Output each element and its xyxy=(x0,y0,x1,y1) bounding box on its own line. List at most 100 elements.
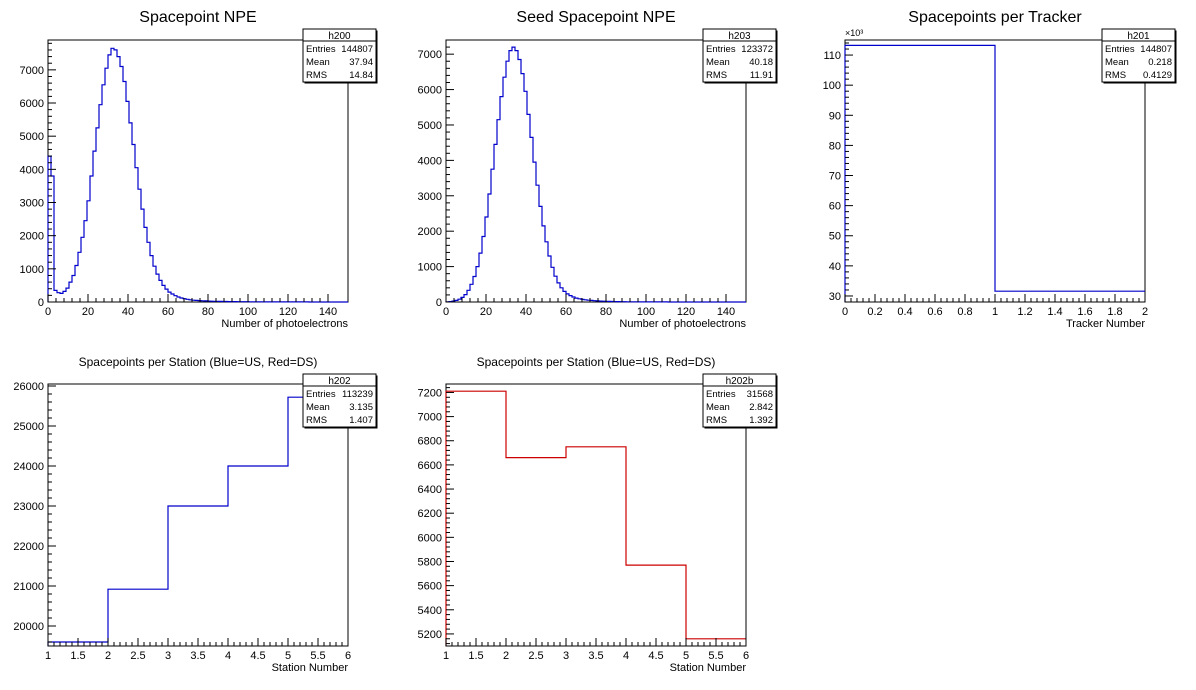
x-tick-label: 1 xyxy=(443,650,449,662)
y-tick-label: 60 xyxy=(829,201,841,213)
stats-row-value: 31568 xyxy=(747,389,773,400)
stats-row-value: 1.392 xyxy=(749,415,773,426)
stats-row-value: 14.84 xyxy=(349,70,373,81)
x-tick-label: 100 xyxy=(239,306,257,318)
x-tick-label: 40 xyxy=(520,306,532,318)
x-tick-label: 60 xyxy=(162,306,174,318)
y-tick-label: 2000 xyxy=(418,226,442,238)
stats-row-value: 144807 xyxy=(1140,44,1172,55)
y-tick-label: 1000 xyxy=(418,262,442,274)
y-tick-label: 40 xyxy=(829,261,841,273)
stats-row-label: Entries xyxy=(306,389,336,400)
x-axis-label: Number of photoelectrons xyxy=(619,318,746,330)
y-tick-label: 30 xyxy=(829,291,841,303)
y-exponent-label: ×10³ xyxy=(845,28,863,38)
y-tick-label: 7000 xyxy=(418,412,442,424)
chart-title: Spacepoints per Station (Blue=US, Red=DS… xyxy=(477,355,716,369)
stats-row-label: Entries xyxy=(706,389,736,400)
x-axis-label: Station Number xyxy=(272,662,349,674)
stats-box-frame xyxy=(702,28,777,83)
y-tick-label: 7000 xyxy=(418,49,442,61)
x-tick-label: 1.5 xyxy=(70,650,85,662)
y-tick-label: 7200 xyxy=(418,387,442,399)
histogram-panel: Spacepoint NPE 0 20 40 60 80 100 120 140 0 1000 200… xyxy=(20,9,378,330)
x-tick-label: 1.2 xyxy=(1017,306,1032,318)
x-axis-label: Station Number xyxy=(670,662,747,674)
histogram-panel: Spacepoints per Station (Blue=US, Red=DS… xyxy=(418,355,778,674)
histogram-series xyxy=(445,46,746,303)
stats-row-label: RMS xyxy=(1105,70,1126,81)
x-axis-label: Tracker Number xyxy=(1066,318,1145,330)
x-tick-label: 3.5 xyxy=(588,650,603,662)
y-tick-label: 5600 xyxy=(418,581,442,593)
stats-row-label: Mean xyxy=(706,57,730,68)
chart-title: Seed Spacepoint NPE xyxy=(516,9,675,26)
x-tick-label: 120 xyxy=(279,306,297,318)
stats-row-label: Mean xyxy=(706,402,730,413)
stats-box-frame xyxy=(302,373,377,428)
x-tick-label: 120 xyxy=(677,306,695,318)
y-tick-label: 5400 xyxy=(418,605,442,617)
x-tick-label: 1 xyxy=(45,650,51,662)
x-tick-label: 3 xyxy=(165,650,171,662)
x-tick-label: 4.5 xyxy=(648,650,663,662)
x-tick-label: 1 xyxy=(992,306,998,318)
stats-box-frame xyxy=(702,373,777,428)
y-tick-label: 110 xyxy=(823,50,841,62)
y-tick-label: 6200 xyxy=(418,508,442,520)
x-tick-label: 6 xyxy=(345,650,351,662)
x-axis-label: Number of photoelectrons xyxy=(221,318,348,330)
x-tick-label: 2 xyxy=(1142,306,1148,318)
x-tick-label: 20 xyxy=(82,306,94,318)
stats-histogram-name: h203 xyxy=(728,31,751,42)
stats-row-label: Entries xyxy=(706,44,736,55)
y-tick-label: 1000 xyxy=(20,264,44,276)
stats-row-value: 1.407 xyxy=(349,415,373,426)
y-tick-label: 25000 xyxy=(13,421,44,433)
stats-row-label: Mean xyxy=(1105,57,1129,68)
chart-title: Spacepoint NPE xyxy=(139,9,256,26)
stats-row-value: 0.4129 xyxy=(1143,70,1172,81)
x-tick-label: 0.2 xyxy=(867,306,882,318)
y-tick-label: 4000 xyxy=(20,164,44,176)
y-tick-label: 50 xyxy=(829,231,841,243)
x-tick-label: 0.8 xyxy=(957,306,972,318)
stats-row-value: 2.842 xyxy=(749,402,773,413)
histogram-series xyxy=(844,44,1145,302)
x-tick-label: 1.4 xyxy=(1047,306,1062,318)
stats-row-label: Mean xyxy=(306,402,330,413)
chart-title: Spacepoints per Station (Blue=US, Red=DS… xyxy=(79,355,318,369)
stats-row-value: 144807 xyxy=(341,44,373,55)
x-tick-label: 3 xyxy=(563,650,569,662)
y-tick-label: 6000 xyxy=(418,85,442,97)
x-tick-label: 40 xyxy=(122,306,134,318)
y-tick-label: 3000 xyxy=(418,191,442,203)
x-tick-label: 1.5 xyxy=(468,650,483,662)
y-tick-label: 5000 xyxy=(418,120,442,132)
y-tick-label: 6600 xyxy=(418,460,442,472)
y-tick-label: 6000 xyxy=(418,532,442,544)
y-tick-label: 22000 xyxy=(13,541,44,553)
y-tick-label: 2000 xyxy=(20,231,44,243)
y-tick-label: 20000 xyxy=(13,621,44,633)
y-tick-label: 70 xyxy=(829,171,841,183)
x-tick-label: 4 xyxy=(623,650,629,662)
stats-row-label: Mean xyxy=(306,57,330,68)
x-tick-label: 3.5 xyxy=(190,650,205,662)
x-tick-label: 100 xyxy=(637,306,655,318)
x-tick-label: 2.5 xyxy=(528,650,543,662)
x-tick-label: 80 xyxy=(202,306,214,318)
y-tick-label: 23000 xyxy=(13,501,44,513)
stats-row-value: 40.18 xyxy=(749,57,773,68)
stats-box-frame xyxy=(1101,28,1176,83)
histogram-panel: Seed Spacepoint NPE 0 20 40 60 80 100 120 140 0 10… xyxy=(418,9,778,330)
x-tick-label: 140 xyxy=(717,306,735,318)
x-tick-label: 0.6 xyxy=(927,306,942,318)
y-tick-label: 6800 xyxy=(418,436,442,448)
y-tick-label: 5000 xyxy=(20,131,44,143)
x-tick-label: 6 xyxy=(743,650,749,662)
x-tick-label: 5 xyxy=(285,650,291,662)
x-tick-label: 60 xyxy=(560,306,572,318)
y-tick-label: 0 xyxy=(38,297,44,309)
stats-box: h203 Entries 123372 Mean 40.18 RMS 11.91 xyxy=(702,28,778,84)
